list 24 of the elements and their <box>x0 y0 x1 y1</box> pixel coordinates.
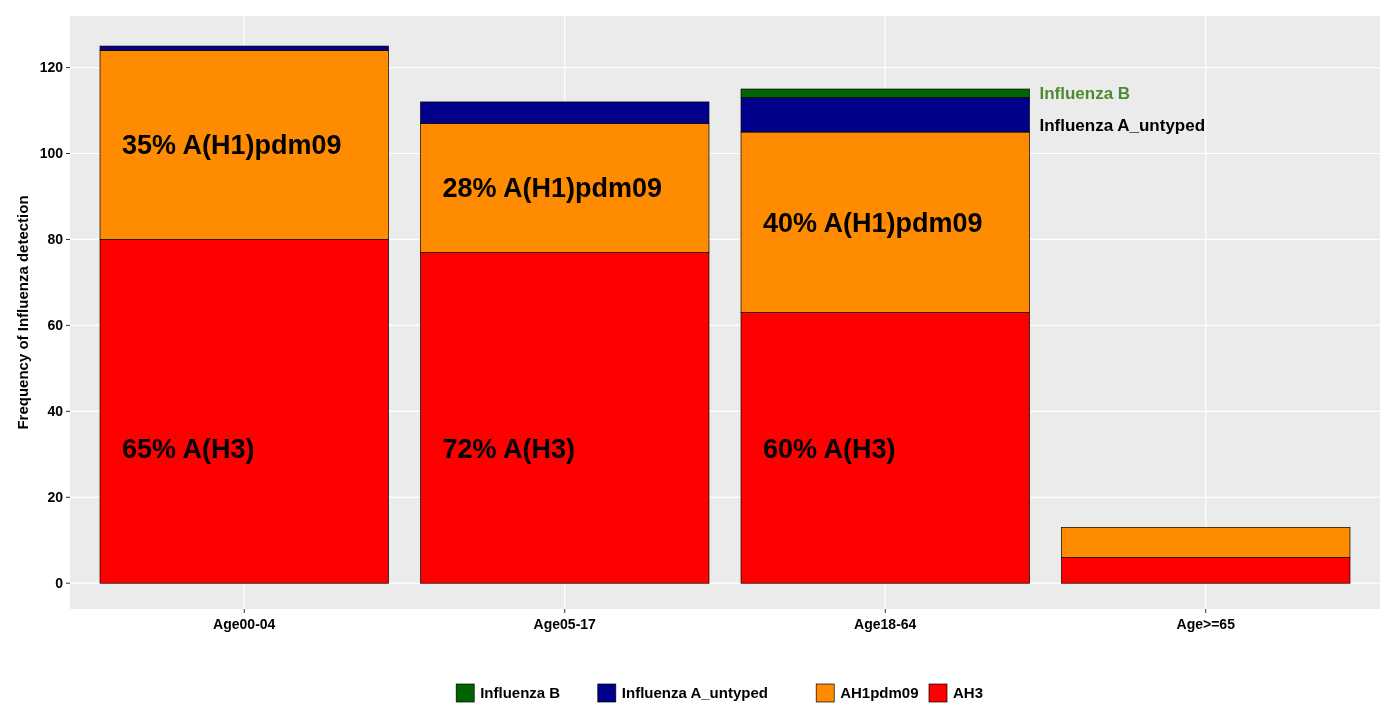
y-tick-label: 20 <box>47 489 64 506</box>
y-tick-label: 80 <box>47 231 64 248</box>
x-tick-label: Age05-17 <box>533 616 597 632</box>
y-tick-label: 120 <box>39 59 64 76</box>
y-tick-label: 0 <box>55 575 64 592</box>
annotation: 60% A(H3) <box>763 433 896 464</box>
legend-label: AH1pdm09 <box>840 684 919 702</box>
y-tick-label: 100 <box>39 145 64 162</box>
x-tick-label: Age18-64 <box>854 616 917 632</box>
y-tick-label: 40 <box>47 403 64 420</box>
annotation: 40% A(H1)pdm09 <box>763 207 983 238</box>
legend-label: AH3 <box>953 684 984 702</box>
legend-label: Influenza B <box>480 684 561 702</box>
annotation: Influenza B <box>1039 84 1131 104</box>
legend-label: Influenza A_untyped <box>621 684 768 702</box>
annotation: 72% A(H3) <box>442 433 576 464</box>
x-tick-label: Age00-04 <box>213 616 276 632</box>
annotation: 35% A(H1)pdm09 <box>122 130 342 161</box>
annotation: Influenza A_untyped <box>1039 115 1206 135</box>
annotation: 28% A(H1)pdm09 <box>442 173 663 204</box>
y-axis-title: Frequency of Influenza detection <box>14 195 31 430</box>
x-tick-label: Age>=65 <box>1176 616 1236 632</box>
y-tick-label: 60 <box>47 317 64 334</box>
annotation: 65% A(H3) <box>122 433 255 464</box>
